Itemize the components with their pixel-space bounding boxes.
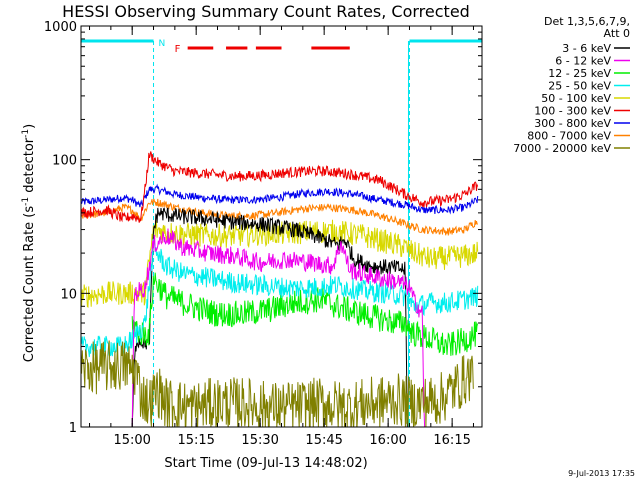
legend-label: 100 - 300 keV xyxy=(534,105,611,118)
legend-label: 800 - 7000 keV xyxy=(527,130,611,143)
y-axis-label-sup-1: -1 xyxy=(21,197,31,206)
footer-date: 9-Jul-2013 17:35 xyxy=(568,469,635,478)
legend-label: 300 - 800 keV xyxy=(534,117,611,130)
y-axis-label: Corrected Count Rate (s-1 detector-1) xyxy=(21,124,37,362)
series-line xyxy=(131,272,479,356)
y-axis-label-sup-2: -1 xyxy=(21,129,31,138)
y-axis-label-close: ) xyxy=(22,124,37,129)
axis-layer: 1 10 100 1000 15:00 15:15 15:30 15:45 16:00 16:15 xyxy=(44,20,483,448)
series-layer xyxy=(81,151,482,427)
legend-label: 6 - 12 keV xyxy=(555,55,611,68)
x-axis-label: Start Time (09-Jul-13 14:48:02) xyxy=(164,456,367,471)
series-line xyxy=(81,151,479,223)
y-axis-label-text: Corrected Count Rate (s xyxy=(22,206,37,363)
x-tick-label: 16:00 xyxy=(369,433,406,448)
y-tick-label: 1000 xyxy=(44,20,77,35)
series-line xyxy=(81,340,474,427)
x-tick-label: 15:00 xyxy=(113,433,150,448)
legend-header-1: Det 1,3,5,6,7,9, xyxy=(544,15,630,28)
y-tick-label: 1 xyxy=(69,421,77,436)
chart-title: HESSI Observing Summary Count Rates, Cor… xyxy=(62,2,470,21)
x-tick-label: 15:15 xyxy=(177,433,214,448)
series-line xyxy=(81,198,479,236)
flare-flag-label: F xyxy=(175,44,181,55)
night-flag-label: N xyxy=(159,39,166,49)
series-line xyxy=(81,228,482,427)
x-tick-label: 16:15 xyxy=(433,433,470,448)
y-tick-label: 10 xyxy=(60,287,77,302)
legend-label: 25 - 50 keV xyxy=(548,80,611,93)
y-tick-label: 100 xyxy=(52,154,77,169)
legend-header-2: Att 0 xyxy=(604,27,630,40)
legend-label: 7000 - 20000 keV xyxy=(513,142,611,155)
legend-label: 50 - 100 keV xyxy=(541,92,611,105)
series-line xyxy=(81,183,479,215)
legend-label: 3 - 6 keV xyxy=(562,42,611,55)
series-line xyxy=(81,238,479,358)
x-tick-label: 15:45 xyxy=(305,433,342,448)
legend-label: 12 - 25 keV xyxy=(548,67,611,80)
x-tick-label: 15:30 xyxy=(241,433,278,448)
y-axis-label-text-2: detector xyxy=(22,137,37,197)
